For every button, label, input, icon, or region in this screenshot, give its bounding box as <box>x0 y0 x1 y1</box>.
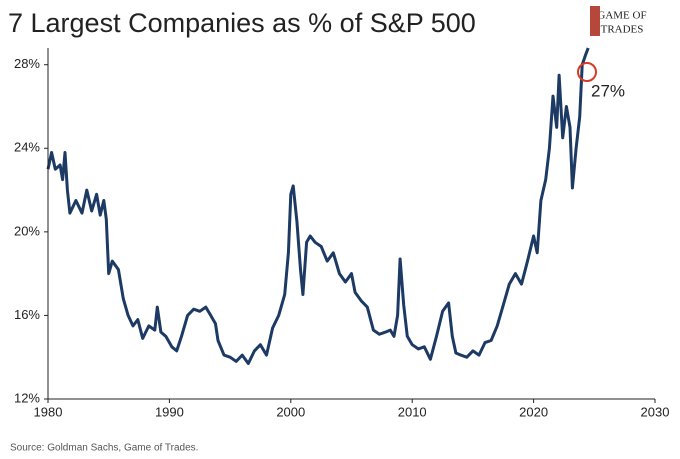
x-tick-label: 2010 <box>398 404 427 419</box>
chart-title: 7 Largest Companies as % of S&P 500 <box>8 8 476 38</box>
logo-text: TRADES <box>601 24 644 36</box>
x-tick-label: 2020 <box>519 404 548 419</box>
y-tick-label: 16% <box>14 307 40 322</box>
y-tick-label: 12% <box>14 390 40 405</box>
logo-text: GAME OF <box>597 10 646 22</box>
x-tick-label: 2030 <box>641 404 670 419</box>
x-tick-label: 1980 <box>34 404 63 419</box>
annotation: 27% <box>591 81 625 100</box>
source: Source: Goldman Sachs, Game of Trades. <box>10 443 198 454</box>
x-tick-label: 1990 <box>155 404 184 419</box>
y-tick-label: 24% <box>14 140 40 155</box>
data-line <box>46 47 590 365</box>
logo-icon <box>590 6 600 36</box>
highlight-circle <box>577 62 597 82</box>
y-tick-label: 28% <box>14 56 40 71</box>
y-tick-label: 20% <box>14 223 40 238</box>
x-tick-label: 2000 <box>276 404 305 419</box>
